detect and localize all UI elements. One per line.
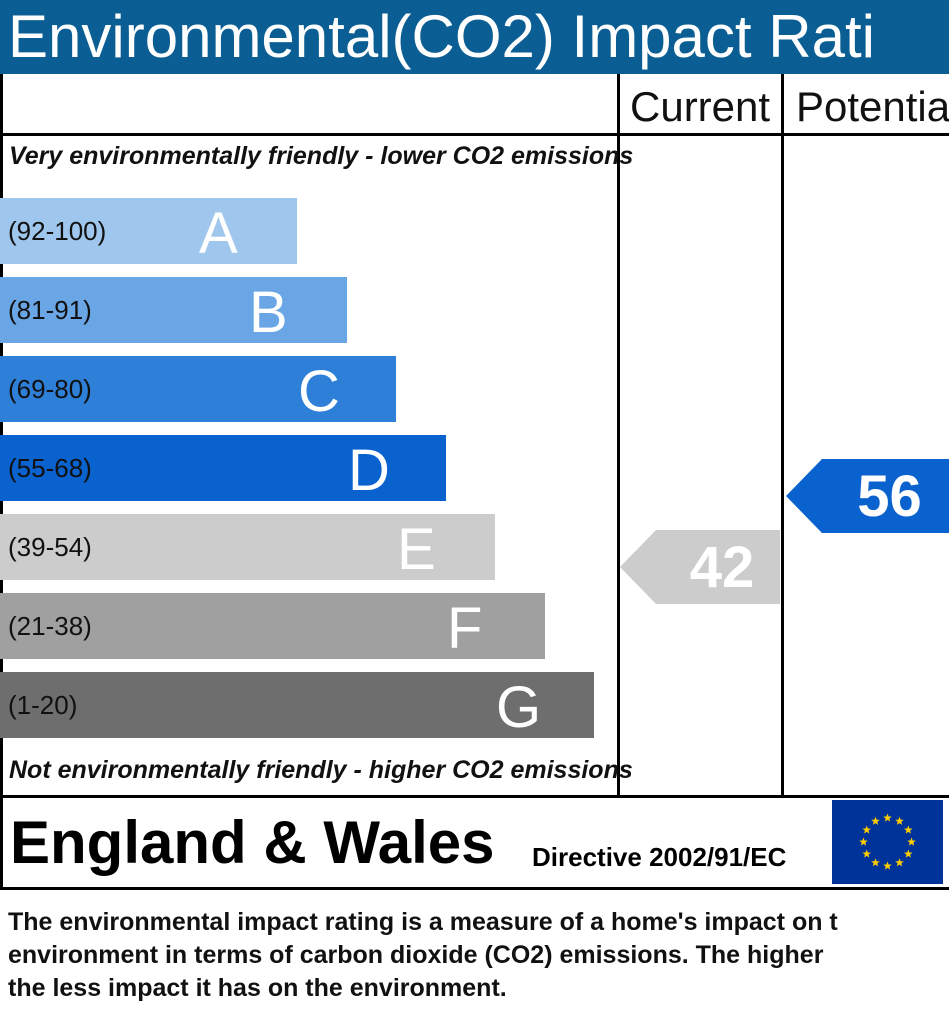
eu-star-icon [883, 813, 892, 822]
band-e: (39-54) E [0, 514, 495, 582]
current-rating-value: 42 [690, 535, 755, 600]
potential-header: Potentia [796, 83, 949, 130]
current-column-divider [617, 74, 620, 796]
band-g: (1-20) G [0, 672, 594, 740]
band-f: (21-38) F [0, 593, 545, 661]
band-letter: F [447, 596, 483, 661]
footer-country: England & Wales [10, 809, 495, 876]
eu-star-icon [862, 825, 871, 834]
current-header: Current [630, 83, 771, 130]
band-letter: E [397, 517, 436, 582]
header-divider [0, 133, 949, 136]
eu-star-icon [904, 825, 913, 834]
eu-star-icon [895, 858, 904, 867]
band-range-label: (69-80) [8, 374, 92, 404]
band-range-label: (1-20) [8, 690, 78, 720]
potential-rating-arrow: 56 [786, 459, 949, 533]
band-range-label: (81-91) [8, 295, 92, 325]
description-line: the less impact it has on the environmen… [8, 974, 507, 1002]
band-range-label: (55-68) [8, 453, 92, 483]
eu-flag-icon [832, 800, 943, 884]
potential-rating-value: 56 [857, 464, 922, 529]
eu-star-icon [862, 849, 871, 858]
description-line: environment in terms of carbon dioxide (… [8, 941, 824, 969]
bottom-caption: Not environmentally friendly - higher CO… [9, 756, 633, 784]
eu-star-icon [871, 858, 880, 867]
band-range-label: (39-54) [8, 532, 92, 562]
band-letter: A [199, 201, 238, 266]
band-letter: D [348, 438, 390, 503]
footer-frame [0, 795, 949, 890]
eu-star-icon [871, 816, 880, 825]
eu-star-icon [895, 816, 904, 825]
band-range-label: (92-100) [8, 216, 107, 246]
potential-column-divider [781, 74, 784, 796]
top-caption: Very environmentally friendly - lower CO… [9, 142, 634, 170]
band-letter: C [298, 359, 340, 424]
current-rating-arrow: 42 [620, 530, 780, 604]
band-a: (92-100) A [0, 198, 297, 266]
eu-star-icon [904, 849, 913, 858]
description-line: The environmental impact rating is a mea… [8, 908, 838, 936]
band-range-label: (21-38) [8, 611, 92, 641]
potential-arrow-shape [786, 459, 949, 533]
band-c: (69-80) C [0, 356, 396, 424]
band-letter: B [249, 280, 288, 345]
eu-star-icon [907, 837, 916, 846]
eu-star-icon [859, 837, 868, 846]
eu-star-icon [883, 861, 892, 870]
footer-directive: Directive 2002/91/EC [532, 842, 787, 872]
title-bar: Environmental(CO2) Impact Rati [0, 0, 949, 74]
band-b: (81-91) B [0, 277, 347, 345]
chart-title: Environmental(CO2) Impact Rati [8, 3, 875, 70]
description: The environmental impact rating is a mea… [8, 906, 949, 1005]
band-letter: G [496, 675, 542, 740]
band-d: (55-68) D [0, 435, 446, 503]
current-arrow-shape [620, 530, 780, 604]
